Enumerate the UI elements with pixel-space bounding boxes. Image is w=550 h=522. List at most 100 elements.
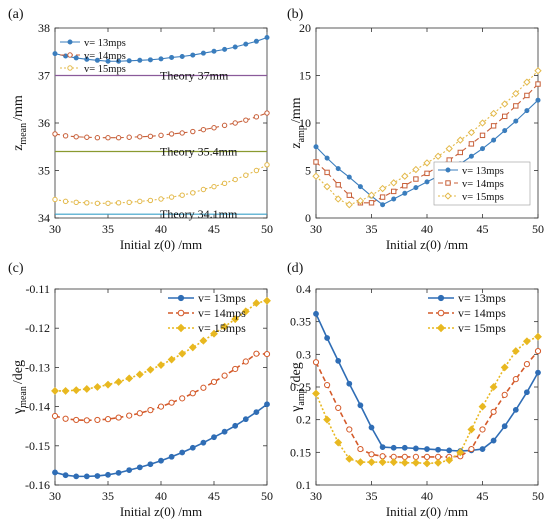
x-tick-label: 50	[261, 222, 273, 236]
y-tick-label: -0.12	[25, 321, 50, 335]
data-point	[524, 108, 530, 114]
data-point	[534, 332, 542, 341]
data-point	[423, 459, 431, 468]
data-point	[345, 454, 354, 463]
series-1	[52, 34, 270, 64]
legend-label: v= 15mps	[84, 64, 126, 75]
x-tick-label: 40	[421, 489, 433, 503]
data-point	[210, 378, 218, 386]
legend-marker	[437, 294, 445, 302]
data-point	[346, 174, 352, 180]
legend-marker	[177, 309, 185, 317]
data-point	[232, 120, 238, 126]
y-tick-label: -0.13	[25, 360, 50, 374]
data-point	[263, 350, 271, 358]
data-point	[424, 179, 430, 185]
data-point	[94, 200, 101, 206]
series-2	[52, 110, 270, 141]
data-point	[104, 416, 112, 423]
data-point	[125, 374, 134, 383]
data-point	[157, 361, 165, 369]
data-point	[456, 448, 465, 457]
legend-marker	[67, 52, 73, 58]
data-point	[423, 159, 431, 167]
data-point	[168, 194, 175, 200]
legend-item: v= 15mps	[438, 192, 504, 203]
data-point	[424, 170, 430, 177]
series-2	[51, 350, 271, 424]
legend-item: v= 15mps	[428, 321, 506, 335]
reference-line-label: Theory 35.4mm	[160, 145, 238, 159]
x-tick-label: 35	[102, 222, 114, 236]
data-point	[401, 172, 409, 180]
data-point	[523, 78, 531, 86]
data-point	[221, 428, 228, 435]
series-line	[55, 299, 268, 392]
data-point	[446, 157, 452, 163]
data-point	[222, 46, 228, 52]
data-point	[501, 100, 509, 108]
data-point	[253, 38, 259, 44]
data-point	[522, 337, 531, 346]
x-tick-label: 30	[310, 222, 322, 236]
series-1	[313, 310, 541, 454]
data-point	[490, 437, 497, 444]
data-point	[73, 134, 79, 140]
data-point	[52, 131, 58, 137]
data-point	[252, 299, 261, 308]
data-point	[346, 380, 353, 387]
data-point	[126, 467, 133, 474]
data-point	[83, 417, 90, 424]
data-point	[84, 56, 90, 62]
series-2	[313, 81, 541, 206]
x-tick-label: 45	[477, 489, 489, 503]
data-point	[232, 422, 239, 429]
x-tick-label: 50	[261, 489, 273, 503]
data-point	[137, 57, 143, 63]
data-point	[346, 192, 353, 198]
data-point	[357, 445, 364, 453]
data-point	[479, 132, 486, 139]
chart-panel-c: (c) 30 35 40 45 50 -0.16 -0.15 -0.14 -0.13 -0.12 -0…	[8, 261, 273, 519]
data-point	[115, 469, 122, 476]
y-tick-label: 20	[299, 21, 311, 35]
data-point	[434, 152, 442, 160]
data-point	[115, 200, 122, 206]
data-point	[400, 458, 409, 467]
data-point	[264, 162, 270, 168]
data-point	[158, 56, 164, 62]
data-point	[169, 54, 175, 60]
legend-label: v= 14mps	[198, 306, 246, 320]
x-tick-label: 30	[49, 222, 61, 236]
data-point	[524, 92, 530, 99]
data-point	[178, 349, 187, 358]
data-point	[402, 183, 408, 189]
data-point	[73, 199, 79, 206]
data-point	[51, 412, 59, 420]
data-point	[52, 196, 58, 203]
data-point	[445, 456, 454, 465]
data-point	[94, 135, 101, 141]
data-point	[126, 199, 132, 206]
data-point	[513, 103, 519, 109]
series-1	[313, 97, 541, 208]
data-point	[220, 322, 229, 331]
data-point	[379, 444, 386, 451]
data-point	[264, 34, 270, 40]
data-point	[189, 390, 196, 397]
y-tick-label: 34	[38, 211, 50, 225]
panel-label: (d)	[287, 261, 304, 276]
data-point	[401, 453, 408, 461]
data-point	[232, 176, 238, 183]
series-line	[315, 83, 539, 204]
y-tick-label: 37	[38, 69, 50, 83]
y-axis-label: zamp/mm	[289, 97, 307, 148]
data-point	[211, 434, 217, 441]
y-tick-label: 0.15	[290, 445, 311, 459]
panel-label: (b)	[287, 7, 304, 22]
data-point	[158, 196, 164, 202]
